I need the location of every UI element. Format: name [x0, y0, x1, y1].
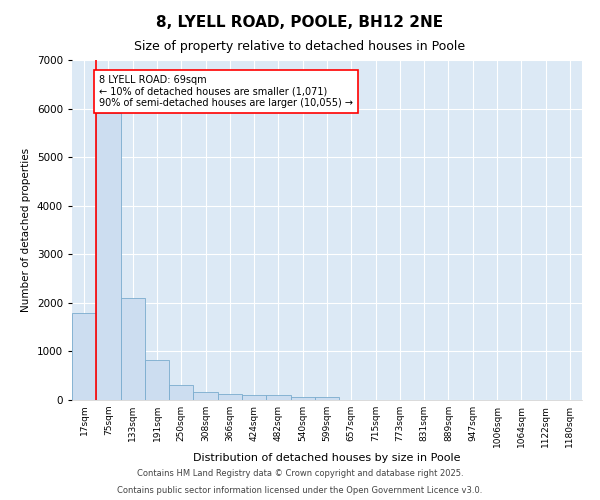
- Text: 8 LYELL ROAD: 69sqm
← 10% of detached houses are smaller (1,071)
90% of semi-det: 8 LYELL ROAD: 69sqm ← 10% of detached ho…: [99, 74, 353, 108]
- Bar: [121, 298, 145, 400]
- Bar: [193, 392, 218, 400]
- Bar: [72, 312, 96, 400]
- Bar: [266, 396, 290, 400]
- Text: 8, LYELL ROAD, POOLE, BH12 2NE: 8, LYELL ROAD, POOLE, BH12 2NE: [157, 15, 443, 30]
- Bar: [315, 397, 339, 400]
- X-axis label: Distribution of detached houses by size in Poole: Distribution of detached houses by size …: [193, 452, 461, 462]
- Bar: [290, 396, 315, 400]
- Bar: [96, 114, 121, 400]
- Text: Size of property relative to detached houses in Poole: Size of property relative to detached ho…: [134, 40, 466, 53]
- Bar: [145, 360, 169, 400]
- Bar: [169, 386, 193, 400]
- Bar: [218, 394, 242, 400]
- Text: Contains HM Land Registry data © Crown copyright and database right 2025.: Contains HM Land Registry data © Crown c…: [137, 468, 463, 477]
- Y-axis label: Number of detached properties: Number of detached properties: [21, 148, 31, 312]
- Bar: [242, 395, 266, 400]
- Text: Contains public sector information licensed under the Open Government Licence v3: Contains public sector information licen…: [118, 486, 482, 495]
